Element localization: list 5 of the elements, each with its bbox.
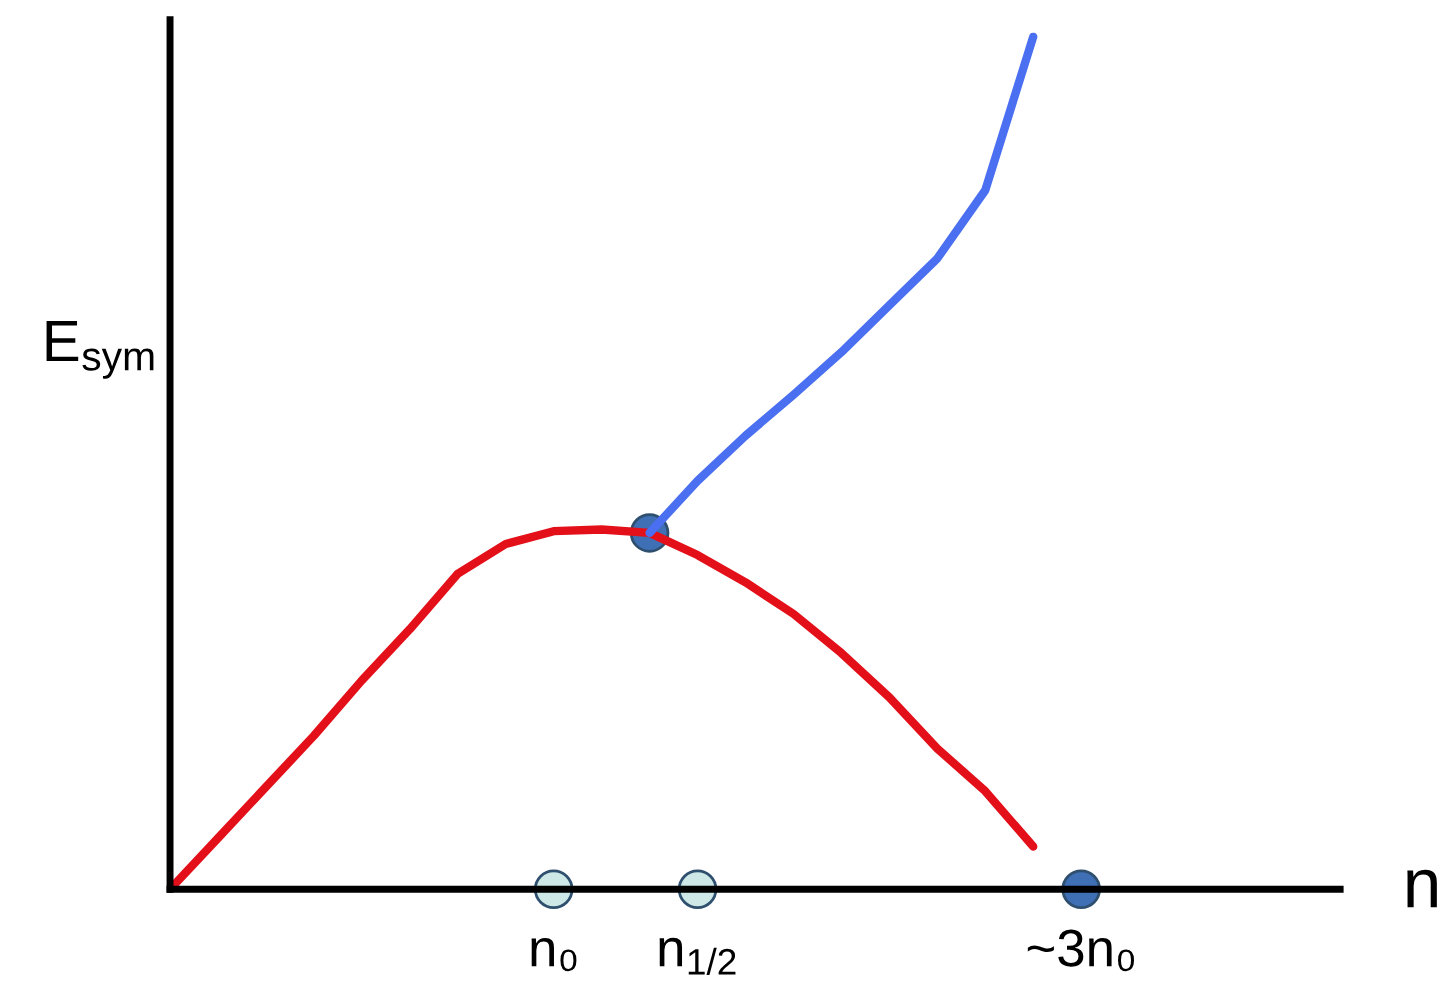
- x-tick-label: ~3n₀: [1027, 929, 1134, 972]
- y-axis-title: E$_{sym}$: [46, 320, 154, 379]
- x-tick-label: n₀: [531, 937, 577, 972]
- x-tick-label: n$_{1/2}$: [659, 937, 736, 975]
- x-axis-title: n: [1407, 869, 1437, 908]
